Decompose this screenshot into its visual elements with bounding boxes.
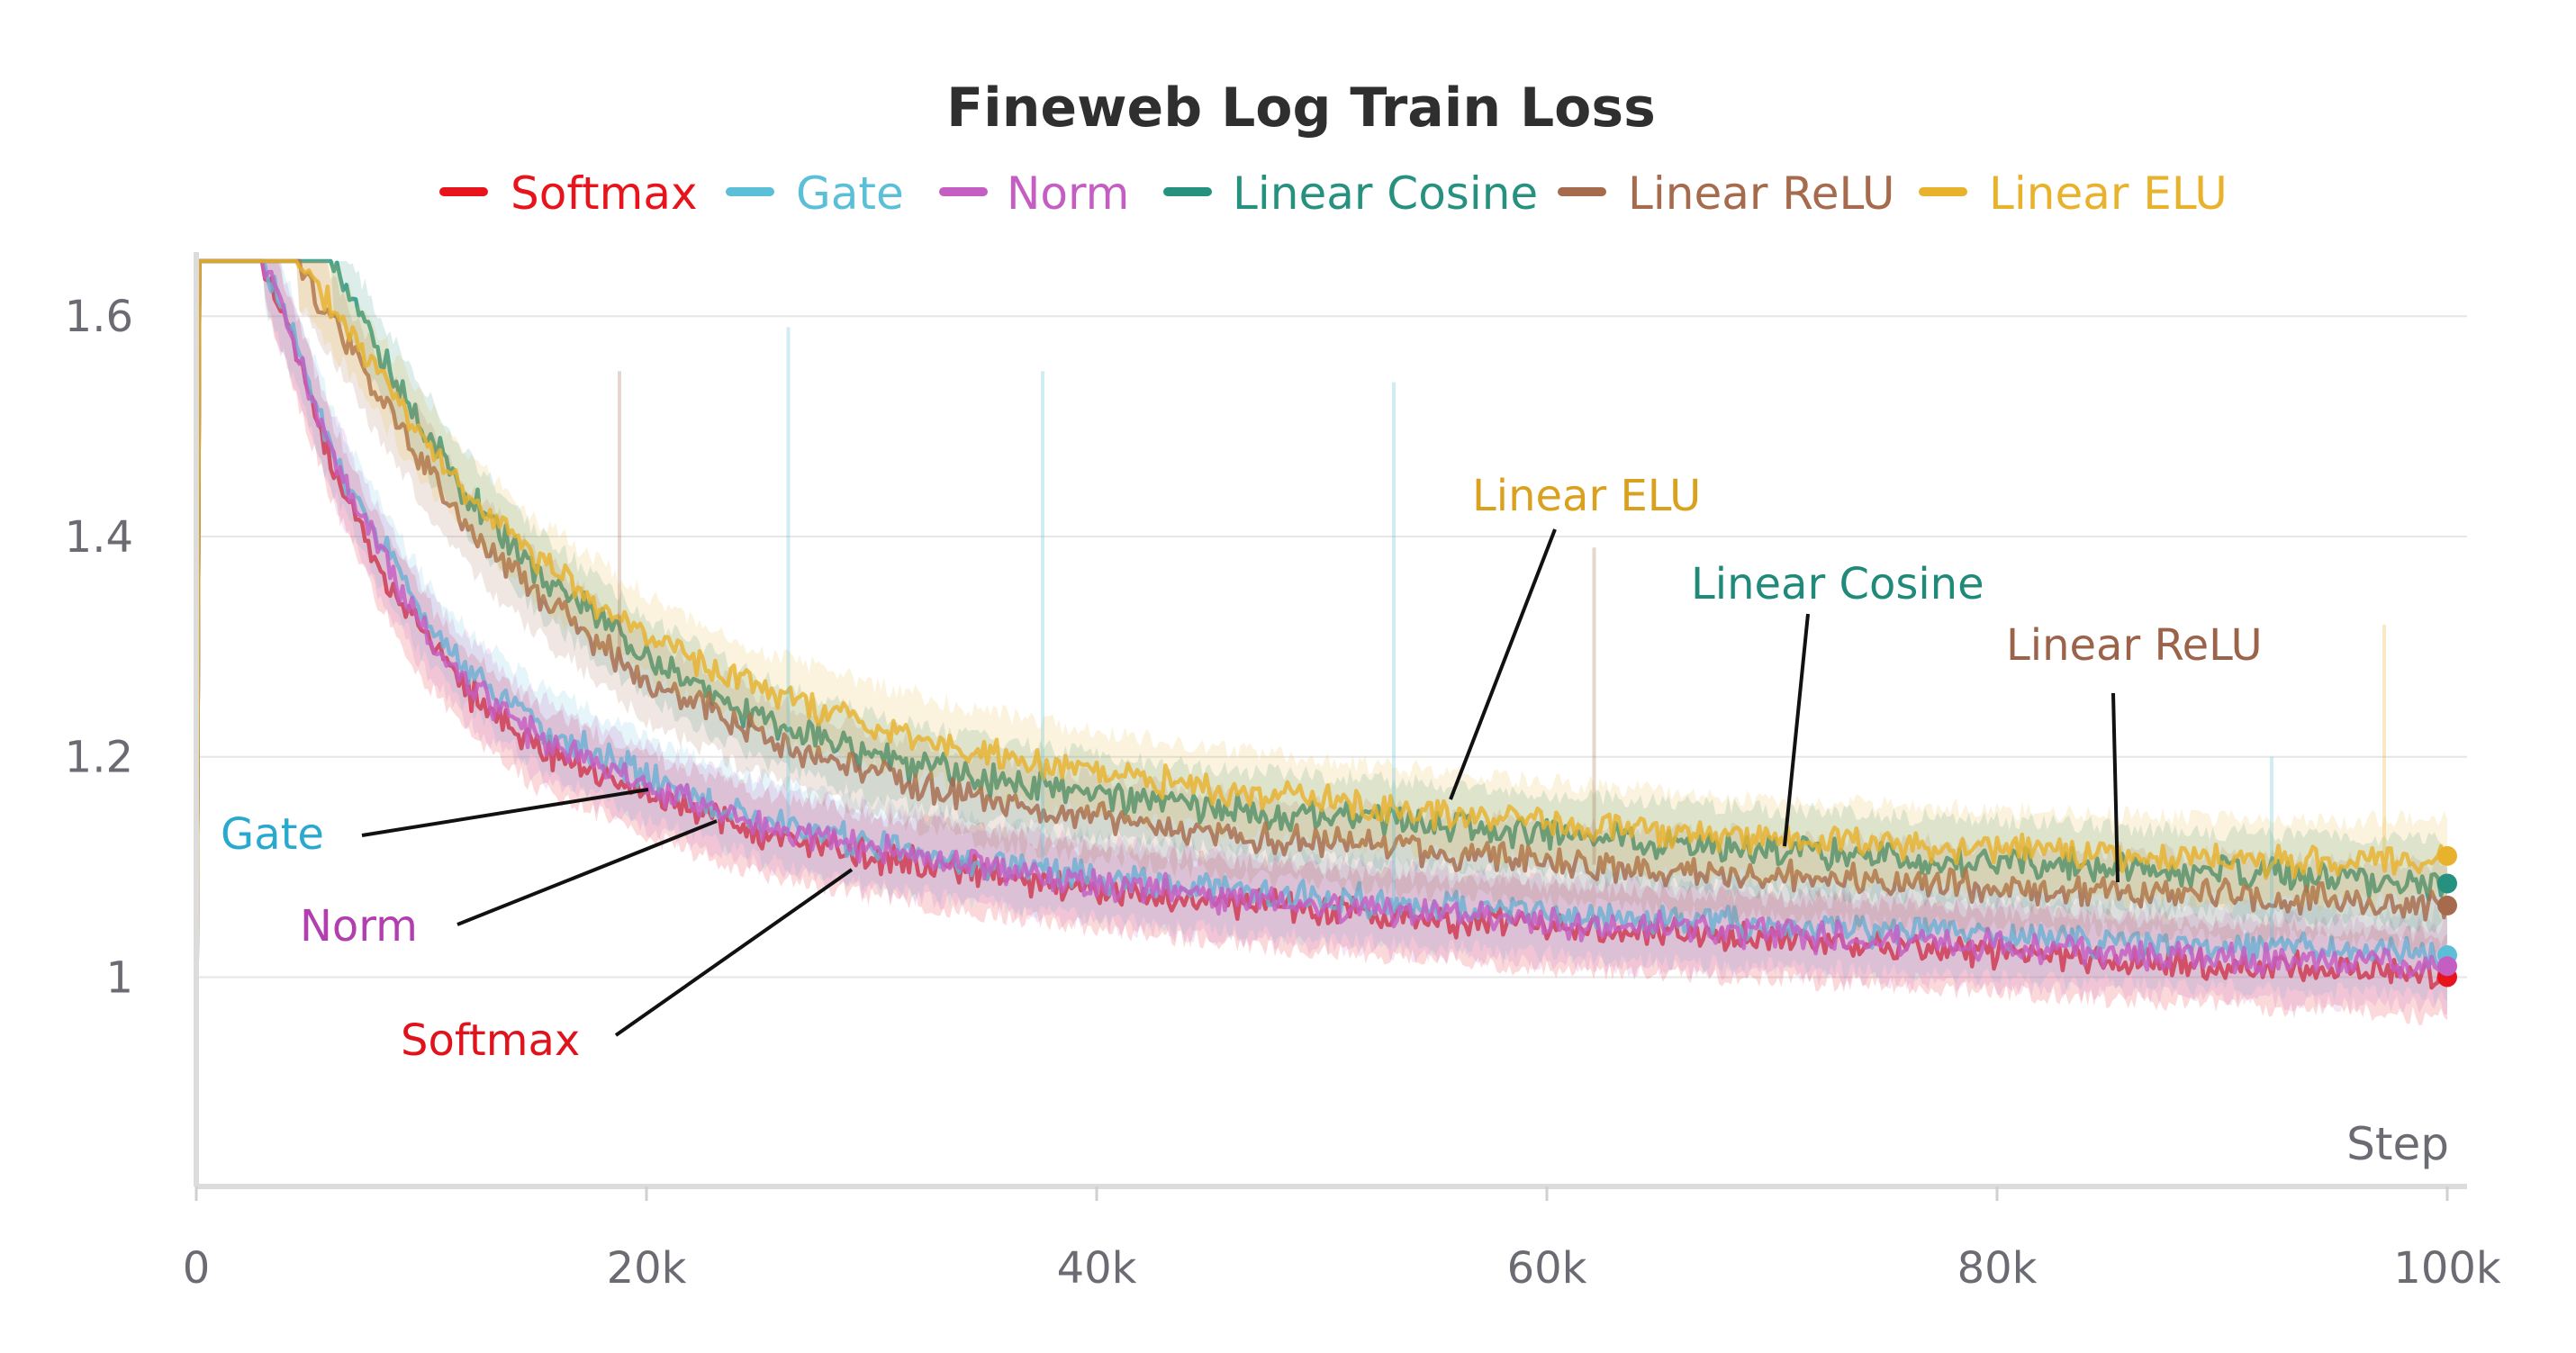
legend-label-linear-relu: Linear ReLU [1628, 167, 1895, 220]
legend-label-softmax: Softmax [511, 167, 698, 220]
series-layer [194, 258, 2457, 1154]
y-tick-label: 1.6 [65, 292, 133, 342]
x-tick-label: 60k [1507, 1243, 1587, 1294]
grid [196, 315, 2467, 979]
annotation-label-linear-cosine: Linear Cosine [1691, 559, 1984, 609]
series-end-marker-linear-elu [2437, 845, 2457, 866]
x-tick-label: 20k [607, 1243, 687, 1294]
annotation-leader-linear-cosine [1783, 613, 1810, 847]
annotation-label-softmax: Softmax [401, 1015, 580, 1066]
annotation-label-linear-relu: Linear ReLU [2006, 620, 2263, 671]
annotation-label-norm: Norm [300, 901, 418, 952]
x-tick-label: 0 [183, 1243, 211, 1294]
y-tick-label: 1.4 [65, 512, 133, 563]
series-line-linear-elu [194, 258, 2450, 1154]
annotation-leader-softmax [614, 868, 854, 1037]
x-tick-label: 80k [1957, 1243, 2038, 1294]
legend-label-linear-cosine: Linear Cosine [1233, 167, 1538, 220]
annotation-leader-linear-elu [1449, 528, 1557, 800]
y-tick-label: 1 [105, 952, 133, 1003]
legend-label-norm: Norm [1007, 167, 1129, 220]
legend-label-linear-elu: Linear ELU [1989, 167, 2228, 220]
annotation-leader-linear-relu [2111, 692, 2120, 883]
annotations: Linear ELU Linear Cosine Linear ReLU Gate No… [221, 471, 2263, 1066]
annotation-label-linear-elu: Linear ELU [1472, 471, 1701, 521]
series-band-linear-elu [196, 261, 2447, 912]
series-line-linear-relu [194, 258, 2450, 1154]
chart-title: Fineweb Log Train Loss [946, 77, 1656, 140]
annotation-leader-norm [456, 819, 718, 926]
series-end-marker-linear-cosine [2437, 873, 2457, 894]
x-tick-label: 40k [1057, 1243, 1137, 1294]
y-tick-label: 1.2 [65, 733, 133, 783]
series-end-marker-linear-relu [2437, 895, 2457, 916]
x-tick-label: 100k [2393, 1243, 2501, 1294]
x-axis-label: Step [2346, 1118, 2449, 1170]
annotation-label-gate: Gate [221, 809, 324, 860]
legend-label-gate: Gate [796, 167, 904, 220]
series-line-norm [194, 258, 2449, 1154]
annotation-leader-gate [361, 788, 649, 837]
series-end-marker-norm [2437, 956, 2457, 977]
axes: 1 1.2 1.4 1.6 0 20k 40k 60k 80k 100k [65, 252, 2501, 1294]
legend: Softmax Gate Norm Linear Cosine Linear ReLU L… [439, 167, 2228, 220]
